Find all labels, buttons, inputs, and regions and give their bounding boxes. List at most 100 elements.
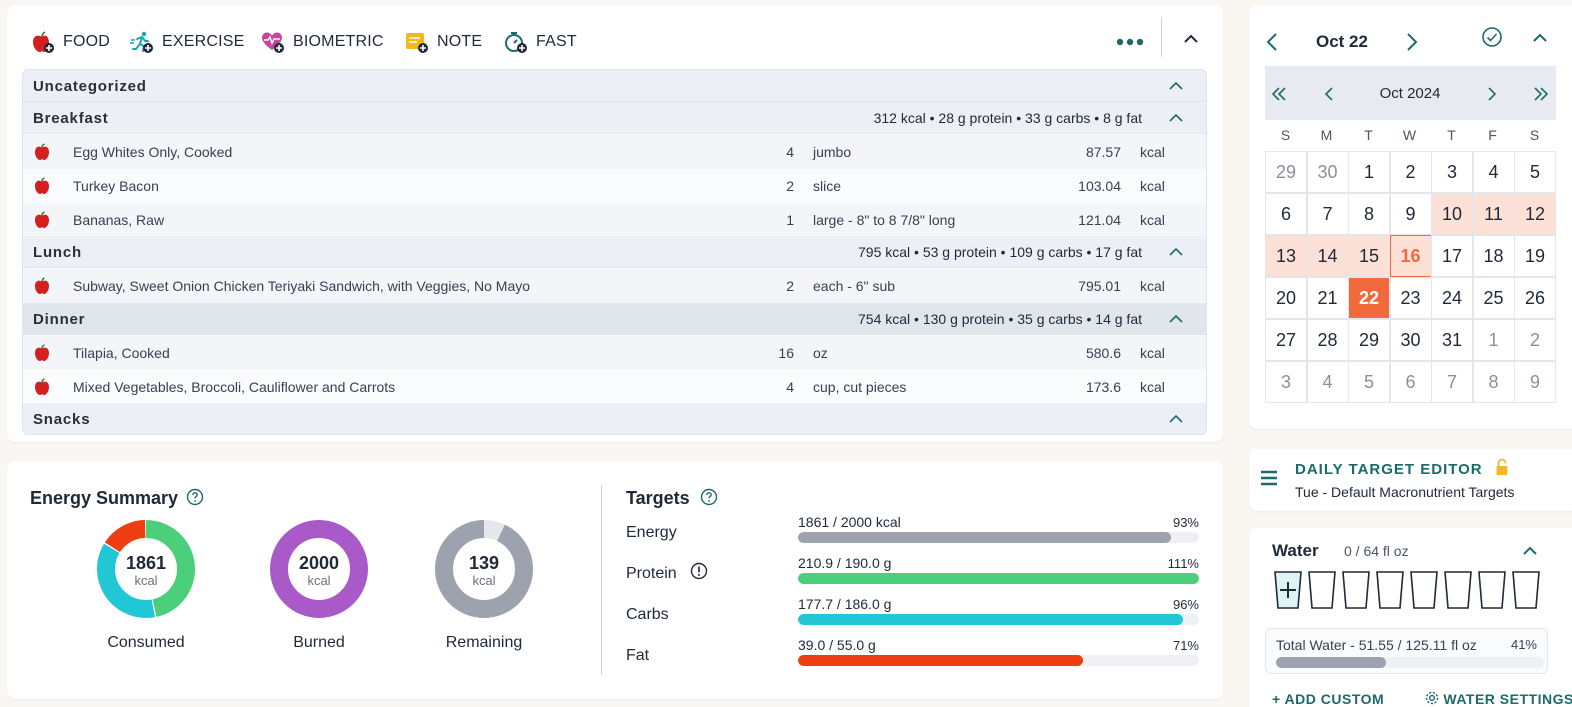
previous-day-icon[interactable]: [1262, 31, 1284, 53]
meal-name: Breakfast: [33, 110, 109, 127]
calendar-day[interactable]: 21: [1306, 277, 1349, 319]
chevron-up-icon[interactable]: [1166, 242, 1186, 262]
chevron-up-icon[interactable]: [1519, 540, 1541, 562]
target-bar-carbs: [798, 614, 1199, 625]
meal-header-lunch[interactable]: Lunch 795 kcal • 53 g protein • 109 g ca…: [23, 236, 1206, 268]
water-settings-button[interactable]: WATER SETTINGS: [1425, 691, 1572, 707]
food-row[interactable]: Subway, Sweet Onion Chicken Teriyaki San…: [23, 269, 1206, 303]
calendar-day[interactable]: 10: [1431, 193, 1473, 235]
calendar-day[interactable]: 18: [1472, 235, 1515, 277]
calendar-day[interactable]: 9: [1389, 193, 1432, 235]
calendar-day[interactable]: 30: [1306, 151, 1349, 193]
meal-header-dinner[interactable]: Dinner 754 kcal • 130 g protein • 35 g c…: [23, 303, 1206, 335]
target-name-fat: Fat: [626, 647, 650, 664]
food-row[interactable]: Mixed Vegetables, Broccoli, Cauliflower …: [23, 370, 1206, 404]
water-glass-icon[interactable]: [1375, 570, 1405, 610]
calendar-day[interactable]: 12: [1514, 193, 1556, 235]
info-icon[interactable]: [690, 562, 708, 580]
calendar-day[interactable]: 5: [1348, 361, 1390, 403]
help-icon[interactable]: [186, 488, 204, 506]
calendar-day[interactable]: 29: [1265, 151, 1307, 193]
meal-header-breakfast[interactable]: Breakfast 312 kcal • 28 g protein • 33 g…: [23, 102, 1206, 134]
chevron-up-icon[interactable]: [1166, 108, 1186, 128]
water-glass-icon[interactable]: [1511, 570, 1541, 610]
chevron-up-icon[interactable]: [1529, 27, 1551, 49]
calendar-day[interactable]: 7: [1306, 193, 1349, 235]
calendar-day[interactable]: 3: [1265, 361, 1307, 403]
menu-icon[interactable]: [1259, 468, 1279, 488]
add-custom-water-button[interactable]: + ADD CUSTOM: [1272, 691, 1385, 707]
calendar-day[interactable]: 8: [1348, 193, 1390, 235]
chevron-up-icon[interactable]: [1179, 27, 1203, 51]
add-note-label: NOTE: [437, 33, 483, 50]
meal-header-snacks[interactable]: Snacks: [23, 403, 1206, 434]
calendar-day[interactable]: 20: [1265, 277, 1307, 319]
apple-icon: [35, 344, 49, 361]
calendar-day[interactable]: 14: [1306, 235, 1349, 277]
calendar-day[interactable]: 2: [1514, 319, 1556, 361]
food-name: Mixed Vegetables, Broccoli, Cauliflower …: [73, 379, 396, 395]
calendar-day[interactable]: 19: [1514, 235, 1556, 277]
add-food-label: FOOD: [63, 33, 111, 50]
water-glass-icon[interactable]: [1307, 570, 1337, 610]
chevron-up-icon[interactable]: [1166, 409, 1186, 429]
calendar-month-title[interactable]: Oct 2024: [1379, 85, 1441, 102]
water-glass-icon[interactable]: [1477, 570, 1507, 610]
add-food-button[interactable]: FOOD: [31, 31, 110, 53]
calendar-day[interactable]: 29: [1348, 319, 1390, 361]
calendar-day[interactable]: 3: [1431, 151, 1473, 193]
add-note-button[interactable]: NOTE: [405, 31, 482, 53]
food-row[interactable]: Egg Whites Only, Cooked 4 jumbo 87.57 kc…: [23, 135, 1206, 169]
previous-year-icon[interactable]: [1269, 84, 1289, 104]
chevron-up-icon[interactable]: [1166, 76, 1186, 96]
add-exercise-button[interactable]: EXERCISE: [130, 31, 245, 53]
calendar-day[interactable]: 8: [1472, 361, 1515, 403]
help-icon[interactable]: [700, 488, 718, 506]
calendar-day[interactable]: 6: [1265, 193, 1307, 235]
calendar-day[interactable]: 31: [1431, 319, 1473, 361]
water-glass-icon[interactable]: [1341, 570, 1371, 610]
target-pct-energy: 93%: [1172, 515, 1199, 530]
calendar-day[interactable]: 13: [1265, 235, 1307, 277]
check-circle-icon[interactable]: [1481, 26, 1503, 48]
meal-header-uncategorized[interactable]: Uncategorized: [23, 70, 1206, 102]
more-options-icon[interactable]: [1115, 29, 1145, 55]
calendar-day[interactable]: 16: [1389, 235, 1432, 277]
calendar-day[interactable]: 7: [1431, 361, 1473, 403]
food-row[interactable]: Bananas, Raw 1 large - 8" to 8 7/8" long…: [23, 203, 1206, 237]
chevron-up-icon[interactable]: [1166, 309, 1186, 329]
target-bar-energy: [798, 532, 1199, 543]
add-fast-button[interactable]: FAST: [504, 31, 577, 53]
calendar-day[interactable]: 1: [1472, 319, 1515, 361]
add-biometric-button[interactable]: BIOMETRIC: [261, 31, 384, 53]
calendar-day[interactable]: 25: [1472, 277, 1515, 319]
calendar-day[interactable]: 23: [1389, 277, 1432, 319]
calendar-day[interactable]: 11: [1472, 193, 1515, 235]
calendar-day[interactable]: 27: [1265, 319, 1307, 361]
calendar-day[interactable]: 15: [1348, 235, 1390, 277]
add-glass-icon[interactable]: [1273, 570, 1303, 610]
food-row[interactable]: Turkey Bacon 2 slice 103.04 kcal: [23, 169, 1206, 203]
water-glass-icon[interactable]: [1409, 570, 1439, 610]
next-year-icon[interactable]: [1531, 84, 1551, 104]
calendar-day[interactable]: 4: [1472, 151, 1515, 193]
calendar-day[interactable]: 17: [1431, 235, 1473, 277]
calendar-day[interactable]: 26: [1514, 277, 1556, 319]
target-editor-title[interactable]: DAILY TARGET EDITOR: [1295, 461, 1483, 478]
calendar-day[interactable]: 4: [1306, 361, 1349, 403]
calendar-day[interactable]: 6: [1389, 361, 1432, 403]
calendar-day[interactable]: 1: [1348, 151, 1390, 193]
next-month-icon[interactable]: [1481, 84, 1501, 104]
calendar-day[interactable]: 24: [1431, 277, 1473, 319]
calendar-day[interactable]: 9: [1514, 361, 1556, 403]
calendar-day[interactable]: 22: [1348, 277, 1390, 319]
target-editor-card[interactable]: DAILY TARGET EDITOR Tue - Default Macron…: [1249, 449, 1572, 511]
food-row[interactable]: Tilapia, Cooked 16 oz 580.6 kcal: [23, 336, 1206, 370]
calendar-day[interactable]: 2: [1389, 151, 1432, 193]
water-glass-icon[interactable]: [1443, 570, 1473, 610]
next-day-icon[interactable]: [1400, 31, 1422, 53]
previous-month-icon[interactable]: [1320, 84, 1340, 104]
calendar-day[interactable]: 30: [1389, 319, 1432, 361]
calendar-day[interactable]: 5: [1514, 151, 1556, 193]
calendar-day[interactable]: 28: [1306, 319, 1349, 361]
